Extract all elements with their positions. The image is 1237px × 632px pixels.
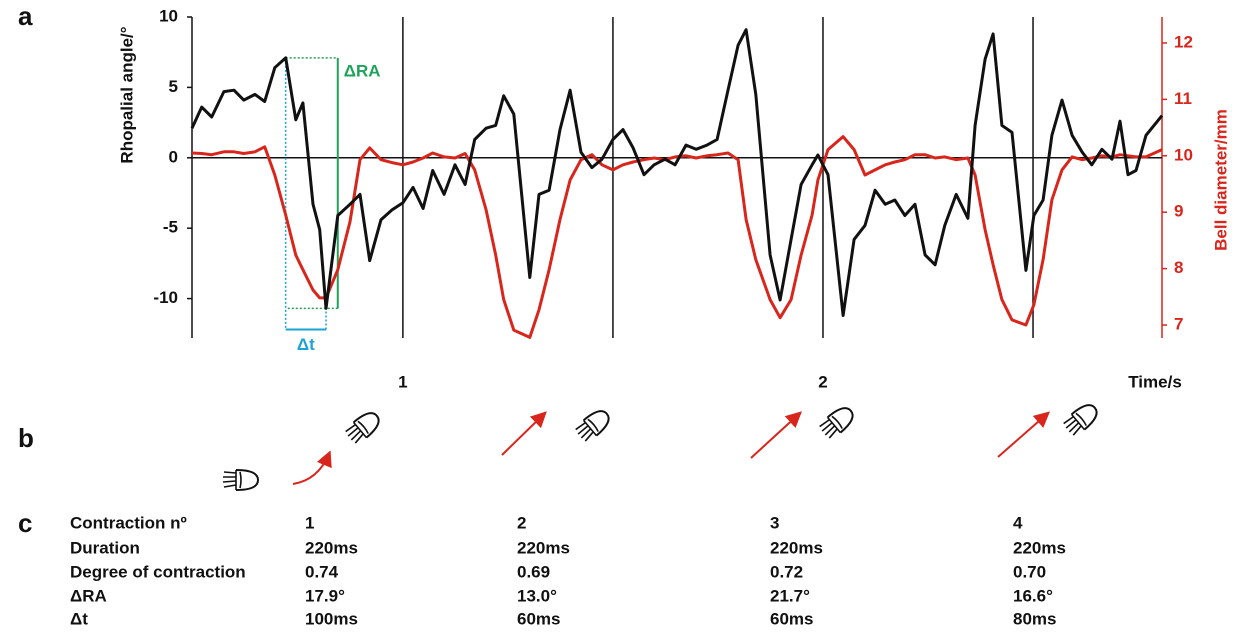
y-tick-label: -10 <box>153 288 178 307</box>
table-cell: 220ms <box>1013 538 1066 557</box>
table-cell: 220ms <box>770 538 823 557</box>
table-cell: 2 <box>517 513 526 532</box>
arrow <box>997 411 1051 458</box>
table-cell: 13.0° <box>517 586 557 605</box>
y-tick-label: -5 <box>163 218 178 237</box>
y2-tick-label: 12 <box>1174 32 1193 51</box>
jellyfish-icon <box>572 405 615 446</box>
table-cell: 0.69 <box>517 562 550 581</box>
y2-tick-label: 9 <box>1174 202 1183 221</box>
jellyfish-icon <box>1060 399 1103 440</box>
arrow <box>501 411 547 456</box>
y2-tick-label: 10 <box>1174 145 1193 164</box>
x-tick-label: 1 <box>398 372 407 391</box>
table-cell: 4 <box>1013 513 1023 532</box>
table-cell: 21.7° <box>770 586 810 605</box>
y-tick-label: 0 <box>169 147 178 166</box>
table-cell: Δt <box>70 609 88 628</box>
y-tick-label: 10 <box>159 6 178 25</box>
table-cell: 3 <box>770 513 779 532</box>
panel-label: b <box>18 423 34 453</box>
annotation-label: ΔRA <box>344 61 381 80</box>
y-axis-label: Rhopalial angle/° <box>117 26 136 163</box>
jellyfish-icon <box>816 402 859 443</box>
table-cell: 17.9° <box>305 586 345 605</box>
annotation-box <box>284 57 327 330</box>
annotation-box <box>285 57 338 310</box>
arrow <box>292 450 332 485</box>
table-cell: 220ms <box>517 538 570 557</box>
jellyfish-icon <box>222 469 259 491</box>
jellyfish-icon <box>342 407 385 448</box>
table-cell: 0.72 <box>770 562 803 581</box>
table-cell: 220ms <box>305 538 358 557</box>
x-tick-label: 2 <box>818 372 827 391</box>
table-cell: 16.6° <box>1013 586 1053 605</box>
table-cell: 0.70 <box>1013 562 1046 581</box>
y2-axis-label: Bell diameter/mm <box>1211 109 1230 251</box>
table-cell: Degree of contraction <box>70 562 246 581</box>
table-cell: 60ms <box>770 609 813 628</box>
panel-label: a <box>18 1 33 31</box>
table-cell: Contraction nº <box>70 513 187 532</box>
x-axis-label: Time/s <box>1128 372 1182 391</box>
arrow <box>750 411 802 459</box>
table-cell: 80ms <box>1013 609 1056 628</box>
table-cell: Duration <box>70 538 140 557</box>
swim-diagram <box>222 399 1103 491</box>
table-cell: 60ms <box>517 609 560 628</box>
y2-tick-label: 7 <box>1174 315 1183 334</box>
annotation-label: Δt <box>297 335 315 354</box>
y2-tick-label: 11 <box>1174 89 1192 108</box>
table-cell: 1 <box>305 513 314 532</box>
table-cell: 100ms <box>305 609 358 628</box>
panel-label: c <box>18 508 32 538</box>
y2-tick-label: 8 <box>1174 258 1183 277</box>
table-cell: ΔRA <box>70 586 107 605</box>
series-line <box>190 28 1164 317</box>
y-tick-label: 5 <box>169 77 178 96</box>
table-cell: 0.74 <box>305 562 339 581</box>
